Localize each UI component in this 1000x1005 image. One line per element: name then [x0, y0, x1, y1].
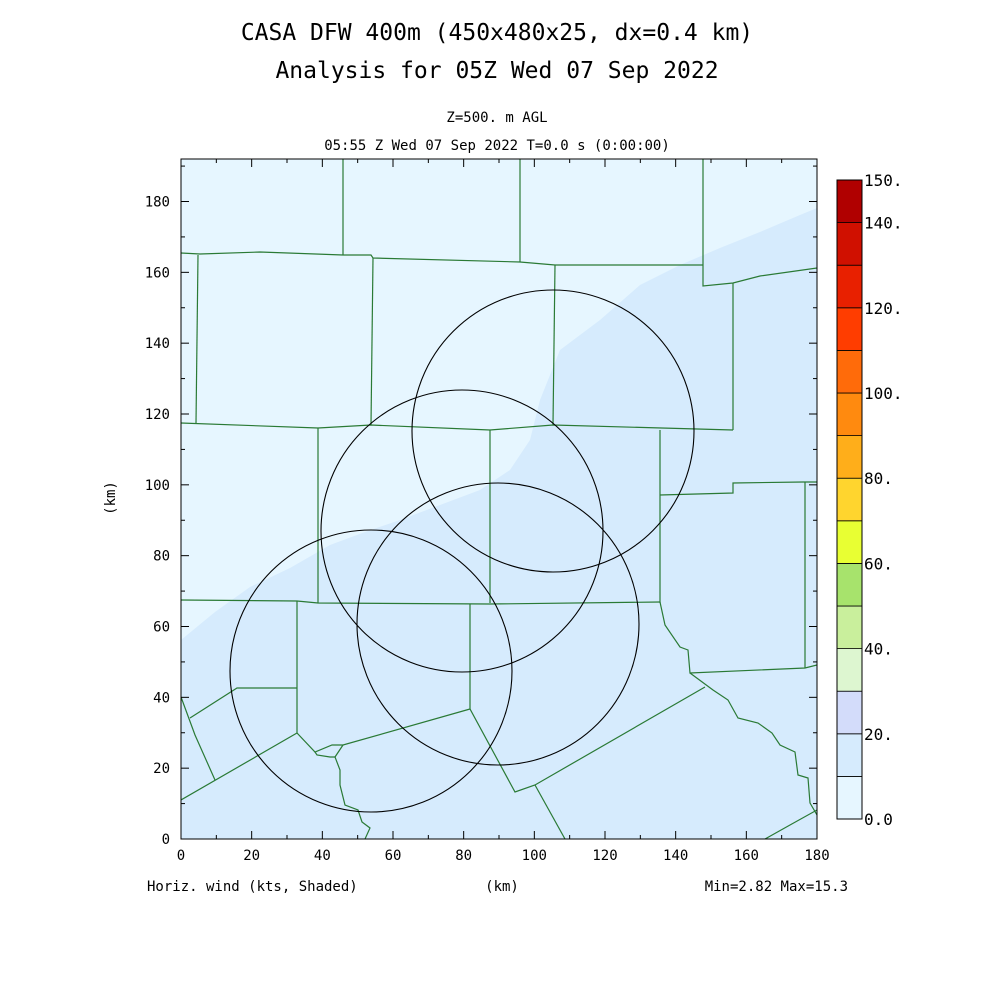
colorbar-swatch — [836, 690, 863, 735]
colorbar-swatch — [836, 648, 863, 692]
y-tick-label: 180 — [145, 195, 170, 211]
y-axis-tick-labels: 0 20 40 60 80 100 120 140 160 180 — [145, 195, 170, 849]
county-boundaries — [181, 159, 817, 839]
x-tick-label: 40 — [314, 848, 331, 864]
colorbar-label: 120. — [864, 299, 903, 318]
colorbar-label: 60. — [864, 554, 893, 573]
colorbar-labels: 150. 140. 120. 100. 80. 60. 40. 20. 0.0 — [864, 171, 903, 829]
y-tick-label: 80 — [153, 549, 170, 565]
x-tick-label: 100 — [522, 848, 547, 864]
y-tick-label: 160 — [145, 265, 170, 281]
x-tick-label: 180 — [804, 848, 829, 864]
x-axis-label: (km) — [485, 879, 519, 895]
colorbar-label: 150. — [864, 171, 903, 190]
radar-ring-south-central — [356, 482, 640, 766]
colorbar — [836, 179, 863, 820]
level-label: Z=500. m AGL — [446, 110, 547, 126]
colorbar-swatch — [836, 477, 863, 522]
colorbar-label: 140. — [864, 214, 903, 233]
radar-ring-west-central — [320, 389, 604, 673]
field-description: Horiz. wind (kts, Shaded) — [147, 879, 358, 895]
colorbar-label: 80. — [864, 469, 893, 488]
x-tick-label: 160 — [734, 848, 759, 864]
y-axis-ticks — [181, 165, 817, 840]
x-tick-label: 0 — [177, 848, 185, 864]
time-label: 05:55 Z Wed 07 Sep 2022 T=0.0 s (0:00:00… — [324, 138, 670, 154]
y-tick-label: 100 — [145, 478, 170, 494]
y-tick-label: 140 — [145, 336, 170, 352]
colorbar-label: 100. — [864, 384, 903, 403]
colorbar-swatch — [836, 349, 863, 394]
y-axis-label: (km) — [103, 481, 119, 515]
shaded-wind-region — [181, 208, 817, 839]
radar-ring-north — [411, 289, 695, 573]
y-tick-label: 40 — [153, 690, 170, 706]
x-tick-label: 140 — [663, 848, 688, 864]
colorbar-swatch — [836, 563, 863, 607]
title-line-2: Analysis for 05Z Wed 07 Sep 2022 — [275, 58, 718, 84]
x-axis-tick-labels: 0 20 40 60 80 100 120 140 160 180 — [177, 848, 830, 864]
colorbar-swatch — [836, 307, 863, 351]
colorbar-label: 40. — [864, 640, 893, 659]
x-tick-label: 20 — [243, 848, 260, 864]
map-area — [181, 159, 817, 839]
y-tick-label: 60 — [153, 620, 170, 636]
colorbar-swatch — [836, 435, 863, 479]
colorbar-frame — [836, 179, 863, 820]
colorbar-swatch — [836, 733, 863, 777]
min-max-values: Min=2.82 Max=15.3 — [705, 879, 848, 895]
colorbar-swatch — [836, 264, 863, 309]
x-tick-label: 60 — [385, 848, 402, 864]
y-tick-label: 0 — [162, 832, 170, 848]
colorbar-swatch — [836, 179, 863, 223]
colorbar-label: 0.0 — [864, 810, 893, 829]
x-tick-label: 80 — [455, 848, 472, 864]
colorbar-label: 20. — [864, 725, 893, 744]
y-tick-label: 20 — [153, 761, 170, 777]
title-line-1: CASA DFW 400m (450x480x25, dx=0.4 km) — [241, 20, 753, 46]
y-tick-label: 120 — [145, 407, 170, 423]
radar-ring-southwest — [229, 529, 513, 813]
x-tick-label: 120 — [592, 848, 617, 864]
colorbar-swatch — [836, 520, 863, 564]
radar-range-rings — [229, 289, 695, 813]
colorbar-swatch — [836, 605, 863, 649]
colorbar-swatch — [836, 392, 863, 436]
colorbar-swatch — [836, 776, 863, 820]
colorbar-swatch — [836, 222, 863, 266]
